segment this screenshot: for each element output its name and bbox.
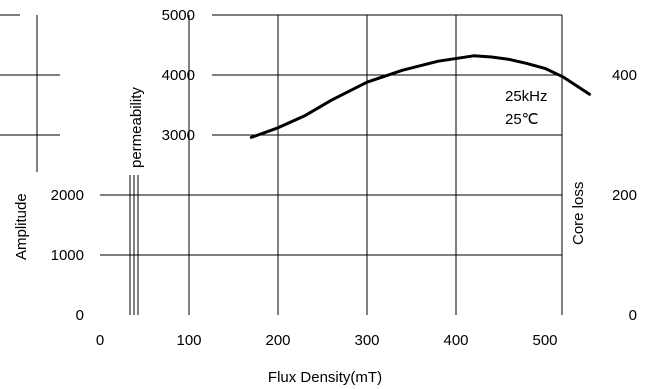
x-tick-label-200: 200 — [265, 332, 290, 349]
annotation-frequency: 25kHz — [505, 88, 548, 105]
y-tick-right-0: 0 — [629, 307, 637, 324]
y-tick-right-200: 200 — [612, 187, 637, 204]
x-tick-label-400: 400 — [443, 332, 468, 349]
x-tick-label-500: 500 — [532, 332, 557, 349]
y-tick-outer-2000: 2000 — [51, 187, 84, 204]
y-axis-label-permeability: permeability — [128, 87, 145, 168]
x-tick-label-100: 100 — [176, 332, 201, 349]
y-axis-label-amplitude: Amplitude — [13, 193, 30, 260]
y-tick-outer-0: 0 — [76, 307, 84, 324]
y-tick-inner-3000: 3000 — [162, 127, 195, 144]
y-tick-outer-1000: 1000 — [51, 247, 84, 264]
series-line-permeability — [249, 54, 591, 139]
y-tick-inner-5000: 5000 — [162, 7, 195, 24]
x-tick-label-300: 300 — [354, 332, 379, 349]
annotation-temperature: 25℃ — [505, 111, 539, 128]
y-tick-right-400: 400 — [612, 67, 637, 84]
x-tick-label-0: 0 — [96, 332, 104, 349]
tick-layer: 0 100 200 300 400 500010002000300040005000020… — [51, 7, 637, 349]
y-tick-inner-4000: 4000 — [162, 67, 195, 84]
grid-layer — [0, 14, 563, 315]
curve-layer — [249, 54, 591, 139]
x-axis-label: Flux Density(mT) — [268, 369, 382, 386]
y-axis-label-core-loss: Core loss — [570, 182, 587, 245]
